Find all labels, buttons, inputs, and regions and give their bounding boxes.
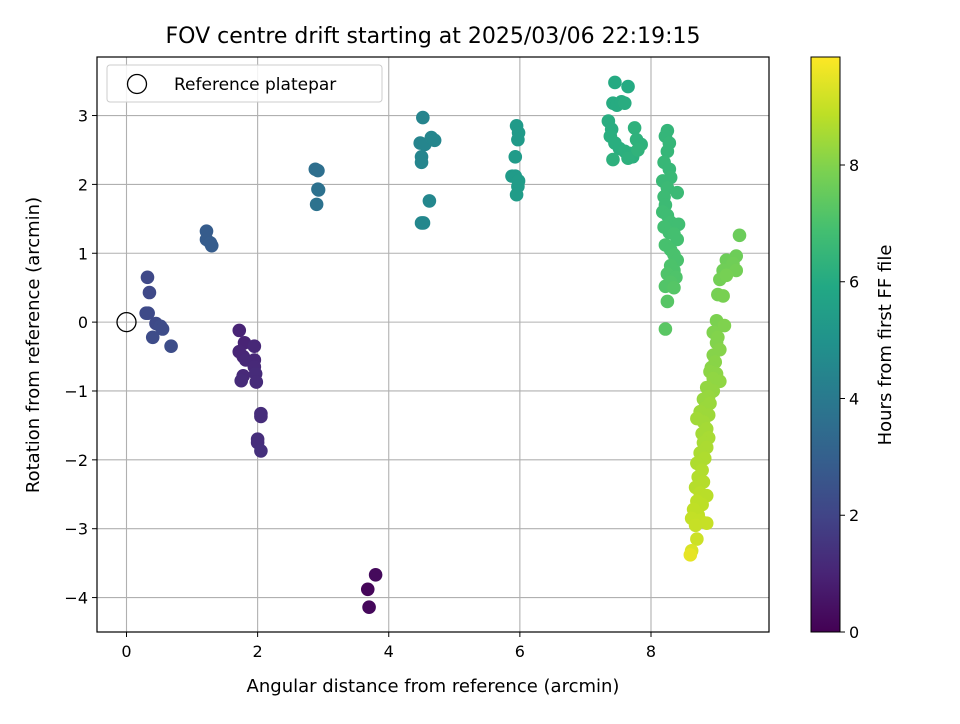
data-point: [142, 285, 157, 300]
data-point: [699, 516, 714, 530]
x-tick-label: 8: [646, 642, 656, 661]
data-point: [631, 143, 645, 157]
x-axis-ticks: 0 2 4 6 8: [121, 632, 656, 661]
data-point: [416, 110, 430, 125]
y-axis-label: Rotation from reference (arcmin): [23, 197, 44, 493]
y-axis-ticks: −4 −3 −2 −1 0 1 2 3: [64, 107, 97, 608]
y-tick-label: −4: [64, 589, 88, 608]
data-point: [414, 155, 429, 170]
data-point: [509, 187, 524, 202]
data-point: [164, 339, 178, 354]
data-point: [713, 374, 727, 389]
data-point: [204, 238, 219, 253]
colorbar-tick-label: 0: [849, 623, 859, 642]
data-point: [362, 600, 376, 615]
data-point: [621, 151, 635, 166]
data-point: [667, 280, 681, 295]
colorbar-tick-label: 8: [849, 156, 859, 175]
data-point: [670, 185, 685, 200]
data-point: [508, 150, 523, 164]
data-point: [141, 306, 155, 320]
legend-entry: Reference platepar: [174, 75, 336, 95]
chart-title: FOV centre drift starting at 2025/03/06 …: [166, 24, 701, 49]
data-point: [140, 270, 155, 285]
y-tick-label: 3: [78, 107, 88, 126]
x-axis-label: Angular distance from reference (arcmin): [247, 676, 620, 697]
data-point: [660, 294, 675, 309]
data-point: [688, 518, 703, 533]
data-point: [311, 183, 326, 197]
data-point: [617, 96, 632, 110]
data-point: [717, 318, 732, 333]
x-tick-label: 2: [253, 642, 263, 661]
data-point: [683, 548, 698, 562]
data-point: [247, 339, 262, 354]
colorbar: 0 2 4 6 8 Hours from first FF file: [810, 56, 896, 642]
y-tick-label: −3: [64, 520, 88, 539]
reference-marker: [116, 311, 137, 333]
data-point: [155, 322, 170, 336]
y-tick-label: 0: [78, 313, 88, 332]
data-point: [670, 232, 685, 247]
data-point: [716, 289, 730, 303]
data-point: [606, 152, 620, 167]
data-point: [427, 133, 442, 148]
data-point: [254, 444, 268, 458]
data-point: [234, 373, 249, 388]
data-point: [422, 194, 437, 208]
data-point: [660, 144, 675, 159]
y-tick-label: 2: [78, 175, 88, 194]
data-point: [621, 79, 635, 94]
colorbar-ticks: 0 2 4 6 8: [840, 156, 859, 642]
data-point: [416, 216, 431, 230]
plot-frame: [96, 56, 770, 633]
data-point: [145, 330, 160, 345]
data-points: [139, 75, 747, 615]
y-tick-label: 1: [78, 244, 88, 263]
data-point: [311, 163, 325, 178]
data-point: [232, 323, 247, 338]
data-point: [360, 582, 375, 597]
grid-lines: [97, 57, 769, 632]
legend-marker: [126, 73, 148, 95]
y-tick-label: −2: [64, 451, 88, 470]
colorbar-label: Hours from first FF file: [875, 245, 896, 446]
colorbar-tick-label: 6: [849, 273, 859, 292]
data-point: [254, 409, 268, 424]
reference-point: [116, 311, 137, 333]
data-point: [732, 228, 747, 243]
data-point: [608, 75, 622, 90]
x-tick-label: 0: [121, 642, 131, 661]
x-tick-label: 4: [384, 642, 394, 661]
colorbar-tick-label: 2: [849, 506, 859, 525]
data-point: [658, 322, 673, 336]
data-point: [368, 568, 383, 582]
data-point: [511, 132, 525, 147]
colorbar-tick-label: 4: [849, 389, 859, 408]
data-point: [249, 375, 264, 389]
data-point: [690, 532, 704, 546]
data-point: [719, 268, 734, 283]
y-tick-label: −1: [64, 382, 88, 401]
data-point: [627, 121, 642, 135]
legend: Reference platepar: [106, 64, 383, 103]
data-point: [309, 197, 324, 212]
legend-box: [106, 64, 383, 103]
x-tick-label: 6: [515, 642, 525, 661]
colorbar-gradient: [810, 56, 841, 633]
